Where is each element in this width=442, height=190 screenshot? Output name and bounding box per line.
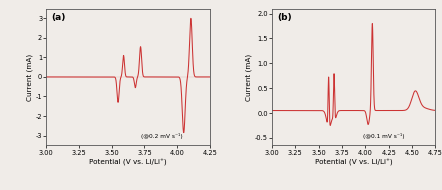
Text: (a): (a) xyxy=(51,13,66,22)
Text: (b): (b) xyxy=(277,13,291,22)
Text: (@0.2 mV s⁻¹): (@0.2 mV s⁻¹) xyxy=(141,132,183,139)
Text: (@0.1 mV s⁻¹): (@0.1 mV s⁻¹) xyxy=(363,132,405,139)
X-axis label: Potential (V vs. Li/Li⁺): Potential (V vs. Li/Li⁺) xyxy=(89,158,167,165)
Y-axis label: Current (mA): Current (mA) xyxy=(245,53,252,101)
Y-axis label: Current (mA): Current (mA) xyxy=(27,53,33,101)
X-axis label: Potential (V vs. Li/Li⁺): Potential (V vs. Li/Li⁺) xyxy=(315,158,392,165)
